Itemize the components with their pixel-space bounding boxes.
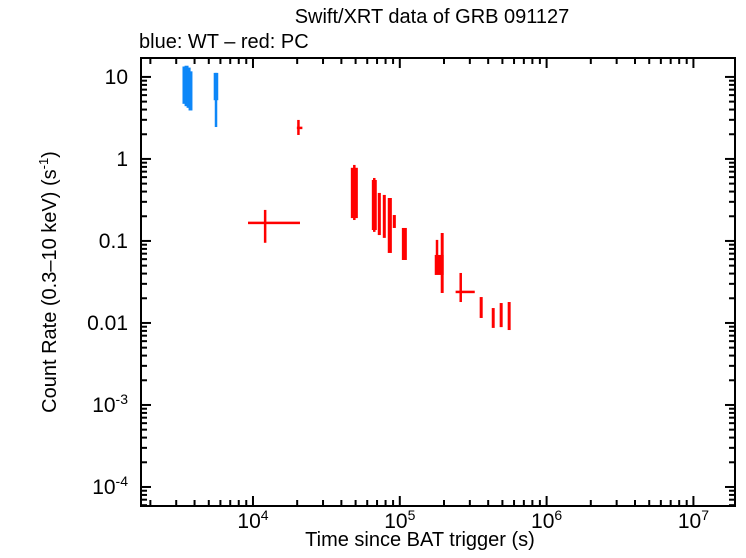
y-tick-label: 10-4 xyxy=(92,473,128,499)
pc-error-box xyxy=(440,233,444,293)
pc-error-box xyxy=(401,227,407,260)
chart-title: Swift/XRT data of GRB 091127 xyxy=(294,6,570,28)
wt-error-box xyxy=(182,66,187,104)
wt-error-box xyxy=(188,71,193,111)
pc-vertical-error-bar xyxy=(263,209,267,243)
x-tick-label: 104 xyxy=(237,507,268,533)
pc-error-box xyxy=(387,197,392,253)
x-tick-label: 107 xyxy=(678,507,709,533)
series-pc xyxy=(248,119,511,331)
pc-error-box xyxy=(434,254,444,275)
pc-error-box xyxy=(392,215,396,228)
x-tick-label: 105 xyxy=(384,507,415,533)
y-tick-label: 10 xyxy=(105,66,128,89)
y-tick-label: 10-3 xyxy=(92,391,128,417)
pc-horizontal-error-bar xyxy=(248,221,300,225)
pc-horizontal-error-bar xyxy=(296,126,303,130)
pc-vertical-error-bar xyxy=(373,177,376,232)
y-axis-label: Count Rate (0.3–10 keV) (s-1) xyxy=(36,151,61,413)
y-tick-label: 0.1 xyxy=(99,230,128,253)
pc-error-box xyxy=(382,194,386,238)
x-tick-label: 106 xyxy=(531,507,562,533)
pc-vertical-error-bar xyxy=(353,164,356,221)
pc-horizontal-error-bar xyxy=(455,290,475,294)
wt-vertical-error-bar xyxy=(214,72,218,128)
series-wt xyxy=(182,65,219,128)
plot-frame xyxy=(140,57,736,507)
pc-error-box xyxy=(491,308,495,328)
pc-error-box xyxy=(507,302,511,331)
pc-error-box xyxy=(377,192,381,236)
wt-error-box xyxy=(184,65,189,107)
pc-error-box xyxy=(435,239,439,263)
pc-error-box xyxy=(499,303,503,328)
pc-error-box xyxy=(479,297,483,318)
y-tick-label: 1 xyxy=(116,148,128,171)
pc-vertical-error-bar xyxy=(459,272,462,303)
chart-legend: blue: WT – red: PC xyxy=(139,31,309,53)
y-tick-label: 0.01 xyxy=(87,312,128,335)
x-axis-label: Time since BAT trigger (s) xyxy=(305,529,535,551)
